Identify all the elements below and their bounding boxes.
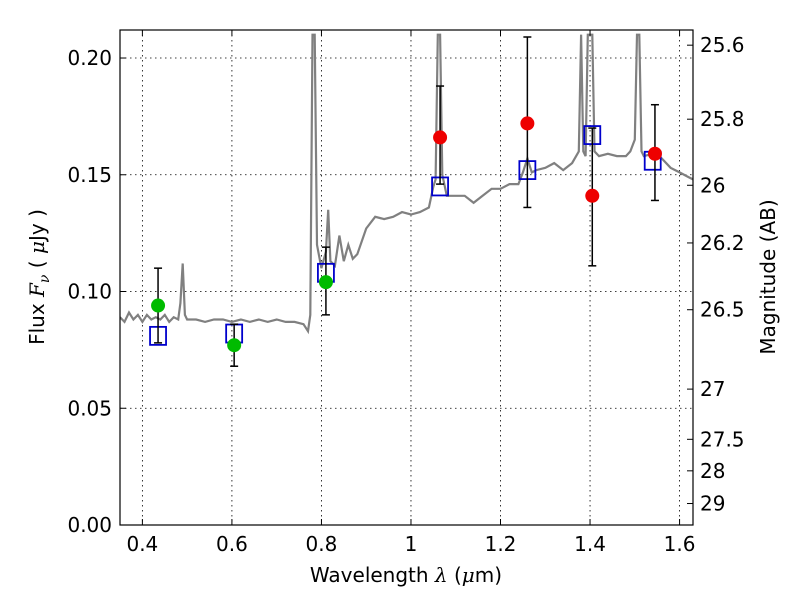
y2-axis-title: Magnitude (AB) [756,199,780,354]
y-tick-label: 0.05 [67,396,112,420]
y2-tick-label: 26 [700,173,725,197]
observed-flux-point [647,146,662,161]
spectrum-line [120,33,693,335]
observed-flux-point [318,275,333,290]
y2-tick-label: 27 [700,377,725,401]
y2-tick-label: 26.5 [700,298,745,322]
ticks: 0.4 0.6 0.8 1 1.2 1.4 1.6 0.00 0.05 0.10 0.15 0.20 2… [67,30,745,556]
observed-flux-point [151,298,166,313]
observed-flux-point [520,116,535,131]
observed-flux-point [433,130,448,145]
y2-tick-label: 26.2 [700,231,745,255]
y2-tick-label: 27.5 [700,427,745,451]
x-tick-label: 1.6 [664,532,696,556]
grid [120,30,693,526]
x-tick-label: 0.8 [306,532,338,556]
x-tick-label: 0.6 [216,532,248,556]
y-tick-label: 0.10 [67,280,112,304]
x-tick-label: 0.4 [126,532,158,556]
x-axis-title: Wavelength λ (μm) [310,563,502,587]
y-tick-label: 0.20 [67,46,112,70]
plot-area [120,33,693,367]
axes-frame [119,29,694,526]
x-tick-label: 1.2 [485,532,517,556]
y2-tick-label: 28 [700,459,725,483]
x-tick-label: 1.4 [574,532,606,556]
y-tick-label: 0.00 [67,513,112,537]
y-tick-label: 0.15 [67,163,112,187]
y2-tick-label: 25.6 [700,33,745,57]
x-tick-label: 1 [405,532,418,556]
y2-tick-label: 25.8 [700,107,745,131]
observed-flux-point [227,338,242,353]
observed-flux-point [585,188,600,203]
y2-tick-label: 29 [700,492,725,516]
y-axis-title: Flux Fν ( μJy ) [25,209,53,345]
